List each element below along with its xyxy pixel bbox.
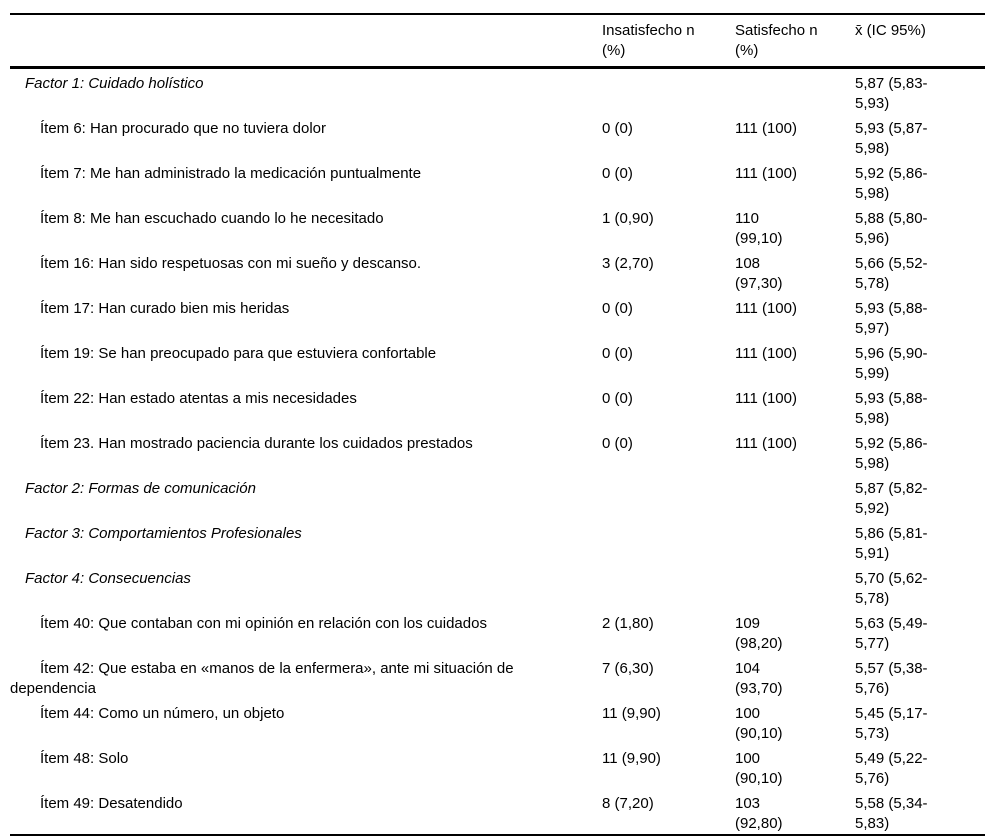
item-label-cell: Ítem 44: Como un número, un objeto <box>40 705 285 722</box>
item-label-cell: Ítem 22: Han estado atentas a mis necesi… <box>40 390 357 407</box>
col-header-satisfecho: Satisfecho n (%) <box>735 14 855 69</box>
satisfecho-cell: 111 (100) <box>735 300 797 317</box>
table-row: Ítem 17: Han curado bien mis heridas 0 (… <box>10 294 985 339</box>
satisfecho-cell: 100 (90,10) <box>735 750 783 787</box>
media-cell: 5,49 (5,22- 5,76) <box>855 750 928 787</box>
satisfecho-cell: 104 (93,70) <box>735 660 783 697</box>
table-row: Ítem 49: Desatendido 8 (7,20) 103 (92,80… <box>10 789 985 835</box>
satisfecho-cell: 111 (100) <box>735 390 797 407</box>
item-label-cell: Factor 1: Cuidado holístico <box>25 75 204 92</box>
insatisfecho-cell: 8 (7,20) <box>602 795 654 812</box>
table-row: Ítem 40: Que contaban con mi opinión en … <box>10 609 985 654</box>
satisfecho-cell: 100 (90,10) <box>735 705 783 742</box>
satisfecho-cell: 111 (100) <box>735 165 797 182</box>
insatisfecho-cell: 0 (0) <box>602 300 633 317</box>
satisfecho-cell: 109 (98,20) <box>735 615 783 652</box>
table-row: Ítem 19: Se han preocupado para que estu… <box>10 339 985 384</box>
insatisfecho-cell: 0 (0) <box>602 120 633 137</box>
table-row: Factor 2: Formas de comunicación 5,87 (5… <box>10 474 985 519</box>
satisfecho-cell: 108 (97,30) <box>735 255 783 292</box>
table-row: Ítem 23. Han mostrado paciencia durante … <box>10 429 985 474</box>
item-label-cell: Ítem 40: Que contaban con mi opinión en … <box>40 615 487 632</box>
insatisfecho-cell: 0 (0) <box>602 435 633 452</box>
satisfecho-cell: 111 (100) <box>735 345 797 362</box>
media-cell: 5,93 (5,87- 5,98) <box>855 120 928 157</box>
insatisfecho-cell <box>602 564 735 609</box>
table-body: Factor 1: Cuidado holístico 5,87 (5,83- … <box>10 68 985 836</box>
media-cell: 5,93 (5,88- 5,98) <box>855 390 928 427</box>
item-label-cell: Ítem 49: Desatendido <box>40 795 183 812</box>
col-header-media: x̄ (IC 95%) <box>855 14 985 69</box>
satisfecho-cell <box>735 519 855 564</box>
table-row: Ítem 44: Como un número, un objeto 11 (9… <box>10 699 985 744</box>
table-row: Ítem 16: Han sido respetuosas con mi sue… <box>10 249 985 294</box>
media-cell: 5,57 (5,38- 5,76) <box>855 660 928 697</box>
header-row: Insatisfecho n (%) Satisfecho n (%) x̄ (… <box>10 14 985 69</box>
item-label-cell: Ítem 48: Solo <box>40 750 129 767</box>
item-label-cell: Ítem 8: Me han escuchado cuando lo he ne… <box>40 210 384 227</box>
item-label-cell: Ítem 23. Han mostrado paciencia durante … <box>40 435 473 452</box>
satisfecho-cell <box>735 564 855 609</box>
table-header: Insatisfecho n (%) Satisfecho n (%) x̄ (… <box>10 14 985 69</box>
media-cell: 5,88 (5,80- 5,96) <box>855 210 928 247</box>
results-table: Insatisfecho n (%) Satisfecho n (%) x̄ (… <box>10 13 985 836</box>
item-label-cell: Ítem 17: Han curado bien mis heridas <box>40 300 290 317</box>
col-header-item <box>10 14 602 69</box>
insatisfecho-cell: 1 (0,90) <box>602 210 654 227</box>
insatisfecho-cell: 0 (0) <box>602 345 633 362</box>
media-cell: 5,70 (5,62- 5,78) <box>855 570 928 607</box>
media-cell: 5,87 (5,83- 5,93) <box>855 75 928 112</box>
table-row: Factor 1: Cuidado holístico 5,87 (5,83- … <box>10 68 985 115</box>
media-cell: 5,58 (5,34- 5,83) <box>855 795 928 832</box>
insatisfecho-cell: 0 (0) <box>602 165 633 182</box>
insatisfecho-cell <box>602 68 735 115</box>
item-label-cell: Ítem 6: Han procurado que no tuviera dol… <box>40 120 327 137</box>
insatisfecho-cell: 7 (6,30) <box>602 660 654 677</box>
table-row: Ítem 42: Que estaba en «manos de la enfe… <box>10 654 985 699</box>
insatisfecho-cell: 3 (2,70) <box>602 255 654 272</box>
table-row: Ítem 48: Solo 11 (9,90) 100 (90,10) 5,49… <box>10 744 985 789</box>
item-label-cell: Ítem 42: Que estaba en «manos de la enfe… <box>10 660 514 697</box>
table-row: Ítem 22: Han estado atentas a mis necesi… <box>10 384 985 429</box>
insatisfecho-cell: 11 (9,90) <box>602 705 661 722</box>
insatisfecho-cell: 0 (0) <box>602 390 633 407</box>
satisfecho-cell: 111 (100) <box>735 435 797 452</box>
media-cell: 5,63 (5,49- 5,77) <box>855 615 928 652</box>
satisfecho-cell: 103 (92,80) <box>735 795 783 832</box>
insatisfecho-cell <box>602 474 735 519</box>
satisfecho-cell: 110 (99,10) <box>735 210 783 247</box>
item-label-cell: Ítem 7: Me han administrado la medicació… <box>40 165 422 182</box>
media-cell: 5,96 (5,90- 5,99) <box>855 345 928 382</box>
table-row: Ítem 6: Han procurado que no tuviera dol… <box>10 114 985 159</box>
media-cell: 5,87 (5,82- 5,92) <box>855 480 928 517</box>
item-label-cell: Factor 4: Consecuencias <box>25 570 191 587</box>
insatisfecho-cell <box>602 519 735 564</box>
table-row: Ítem 7: Me han administrado la medicació… <box>10 159 985 204</box>
satisfecho-cell <box>735 474 855 519</box>
media-cell: 5,45 (5,17- 5,73) <box>855 705 928 742</box>
item-label-cell: Factor 3: Comportamientos Profesionales <box>25 525 302 542</box>
insatisfecho-cell: 2 (1,80) <box>602 615 654 632</box>
media-cell: 5,92 (5,86- 5,98) <box>855 165 928 202</box>
satisfecho-cell <box>735 68 855 115</box>
media-cell: 5,86 (5,81- 5,91) <box>855 525 928 562</box>
media-cell: 5,66 (5,52- 5,78) <box>855 255 928 292</box>
item-label-cell: Factor 2: Formas de comunicación <box>25 480 256 497</box>
item-label-cell: Ítem 19: Se han preocupado para que estu… <box>40 345 437 362</box>
insatisfecho-cell: 11 (9,90) <box>602 750 661 767</box>
table-row: Factor 4: Consecuencias 5,70 (5,62- 5,78… <box>10 564 985 609</box>
table-row: Factor 3: Comportamientos Profesionales … <box>10 519 985 564</box>
media-cell: 5,92 (5,86- 5,98) <box>855 435 928 472</box>
item-label-cell: Ítem 16: Han sido respetuosas con mi sue… <box>40 255 422 272</box>
media-cell: 5,93 (5,88- 5,97) <box>855 300 928 337</box>
satisfecho-cell: 111 (100) <box>735 120 797 137</box>
col-header-insatisfecho: Insatisfecho n (%) <box>602 14 735 69</box>
table-row: Ítem 8: Me han escuchado cuando lo he ne… <box>10 204 985 249</box>
